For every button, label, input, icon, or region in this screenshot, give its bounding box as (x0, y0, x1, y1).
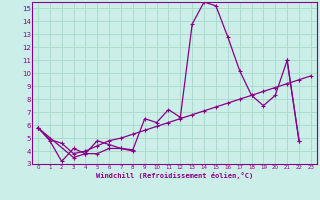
X-axis label: Windchill (Refroidissement éolien,°C): Windchill (Refroidissement éolien,°C) (96, 172, 253, 179)
